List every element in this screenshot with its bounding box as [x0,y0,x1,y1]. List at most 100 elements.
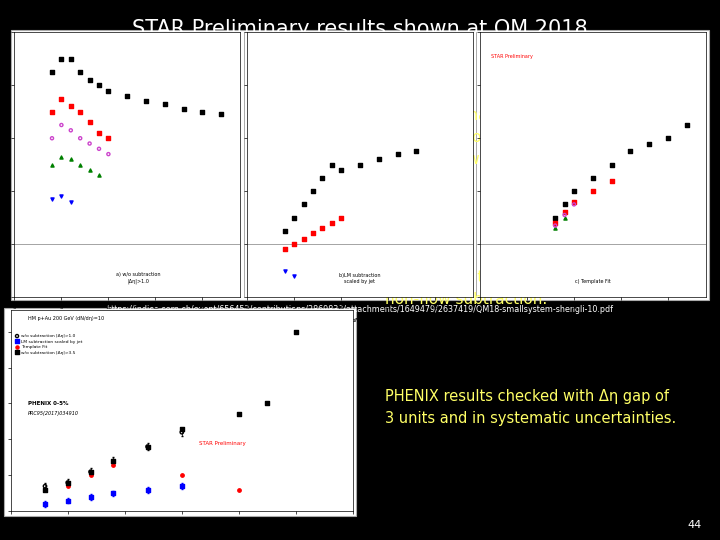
Point [65,198,76,206]
Point [289,213,300,222]
Point [65,155,76,164]
Point [261,399,273,408]
Bar [4,308,356,516]
Point [326,219,338,227]
Text: PHENIX 0-5%: PHENIX 0-5% [28,401,68,406]
X-axis label: $\langle dN/d\eta \rangle$: $\langle dN/d\eta \rangle$ [582,315,604,325]
Point [176,482,187,490]
Point [298,234,310,243]
Point [336,213,347,222]
Point [46,68,58,77]
Point [336,166,347,174]
Point [84,118,95,127]
Point [142,442,153,451]
Point [74,68,86,77]
Point [65,102,76,111]
Text: b)LM subtraction
scaled by jet: b)LM subtraction scaled by jet [339,273,381,284]
Point [568,187,580,195]
Text: That is why they are so sensitive to the
non-flow subtraction.: That is why they are so sensitive to the… [385,270,687,307]
Point [197,107,208,116]
Point [587,187,598,195]
Point [55,192,67,201]
Point [289,272,300,280]
Point [625,147,636,156]
Text: STAR Preliminary: STAR Preliminary [199,441,246,446]
Point [55,55,67,63]
Point [84,166,95,174]
Point [317,224,328,233]
Point [140,97,152,105]
Point [62,496,73,505]
Point [55,94,67,103]
Point [176,424,187,433]
Text: HM p+Au 200 GeV ⟨dN/dη⟩=10: HM p+Au 200 GeV ⟨dN/dη⟩=10 [28,316,104,321]
Point [46,134,58,143]
Point [85,471,96,480]
Text: STAR Preliminary results shown at QM 2018: STAR Preliminary results shown at QM 201… [132,19,588,39]
Point [94,81,105,90]
Point [108,460,120,469]
Point [298,200,310,208]
Point [606,160,617,169]
Point [307,229,319,238]
Point [317,174,328,183]
Point [549,224,561,233]
Point [176,428,187,436]
Point [279,226,291,235]
Text: PRC95(2017)034910: PRC95(2017)034910 [28,410,79,416]
Point [55,152,67,161]
Point [290,327,302,336]
Text: 44: 44 [688,520,702,530]
Point [159,99,171,108]
Point [85,492,96,501]
Point [233,410,245,418]
Point [681,120,693,129]
X-axis label: $p_T$ (GeV/c): $p_T$ (GeV/c) [163,530,201,539]
Point [46,107,58,116]
Point [662,134,674,143]
Point [279,245,291,254]
Point [279,266,291,275]
Point [94,145,105,153]
Point [39,485,50,494]
Point [587,174,598,183]
Point [644,139,655,148]
Text: https://indico.cern.ch/event/656452/contributions/2869833/attachments/1649479/26: https://indico.cern.ch/event/656452/cont… [107,305,613,314]
Text: Due to a small Δη gap, they have a
huge non-flow contribution
(even at low pₜ).: Due to a small Δη gap, they have a huge … [385,108,655,167]
X-axis label: $\langle dN/d\eta \rangle$: $\langle dN/d\eta \rangle$ [349,315,371,325]
Legend: w/o subtraction |Δη|>1.0, LM subtraction scaled by jet, Template Fit, w/o subtra: w/o subtraction |Δη|>1.0, LM subtraction… [13,332,84,356]
Point [215,110,227,119]
Bar [11,30,709,300]
Point [62,478,73,487]
Point [103,134,114,143]
Point [559,211,570,219]
Point [559,208,570,217]
Point [549,221,561,230]
Point [373,155,384,164]
Point [326,160,338,169]
Point [122,92,133,100]
Point [142,442,153,451]
Point [74,160,86,169]
Point [606,176,617,185]
Point [233,485,245,494]
Point [39,482,50,490]
Point [39,485,50,494]
Text: c) Template Fit: c) Template Fit [575,279,611,284]
Point [84,139,95,148]
Point [84,76,95,84]
Point [559,200,570,208]
Point [178,105,189,113]
Point [108,457,120,465]
Text: PHENIX results checked with Δη gap of
3 units and in systematic uncertainties.: PHENIX results checked with Δη gap of 3 … [385,389,677,426]
Point [46,160,58,169]
Point [74,107,86,116]
Point [392,150,403,158]
Point [74,134,86,143]
Point [55,120,67,129]
Point [108,489,120,498]
Point [410,147,422,156]
Point [142,485,153,494]
Point [85,468,96,476]
X-axis label: $\langle dN/d\eta \rangle$: $\langle dN/d\eta \rangle$ [116,315,138,325]
